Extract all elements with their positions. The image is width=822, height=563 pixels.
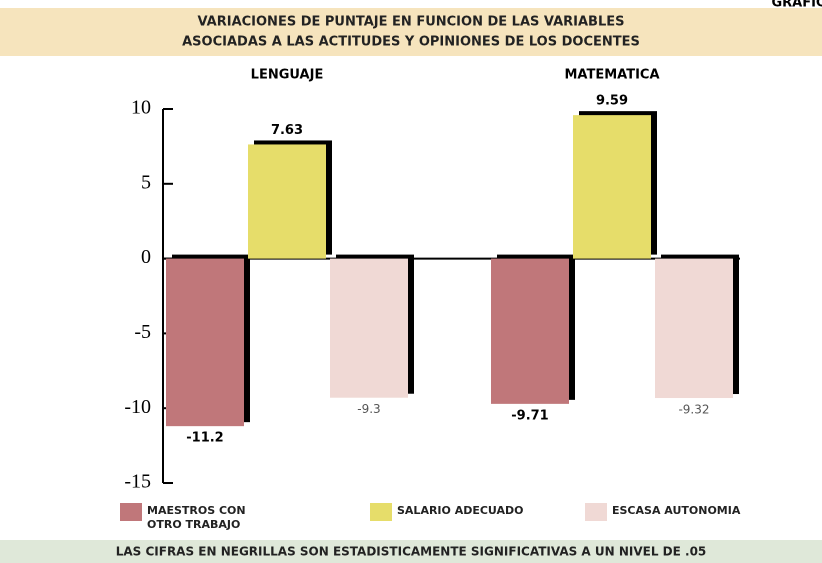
legend-label: SALARIO ADECUADO [397, 504, 524, 517]
group-label: MATEMATICA [564, 68, 659, 83]
bar [166, 258, 244, 427]
value-label: -9.32 [678, 403, 709, 417]
chart-title: ASOCIADAS A LAS ACTITUDES Y OPINIONES DE… [182, 35, 640, 50]
footnote: LAS CIFRAS EN NEGRILLAS SON ESTADISTICAM… [116, 545, 707, 559]
bar [330, 258, 408, 398]
y-tick-label: -15 [124, 471, 151, 493]
legend-label: ESCASA AUTONOMIA [612, 504, 741, 517]
value-label: -11.2 [186, 431, 223, 446]
badge: GRAFICO [771, 0, 822, 11]
legend-swatch [585, 503, 607, 521]
bar [491, 258, 569, 404]
group-label: LENGUAJE [251, 68, 324, 83]
y-tick-label: -5 [134, 321, 151, 343]
legend-swatch [370, 503, 392, 521]
value-label: -9.3 [357, 402, 380, 416]
bar [573, 115, 651, 259]
bar [655, 258, 733, 399]
value-label: -9.71 [511, 408, 548, 423]
y-tick-label: 0 [141, 246, 151, 268]
y-tick-label: -10 [124, 396, 151, 418]
bar [248, 144, 326, 259]
footer-band [0, 540, 822, 563]
y-tick-label: 5 [141, 171, 151, 193]
value-label: 7.63 [271, 123, 303, 138]
value-label: 9.59 [596, 94, 628, 109]
legend-swatch [120, 503, 142, 521]
y-tick-label: 10 [131, 97, 151, 119]
chart-title: VARIACIONES DE PUNTAJE EN FUNCION DE LAS… [197, 15, 624, 30]
title-band [0, 8, 822, 56]
legend-label: MAESTROS CON OTRO TRABAJO [147, 504, 246, 531]
